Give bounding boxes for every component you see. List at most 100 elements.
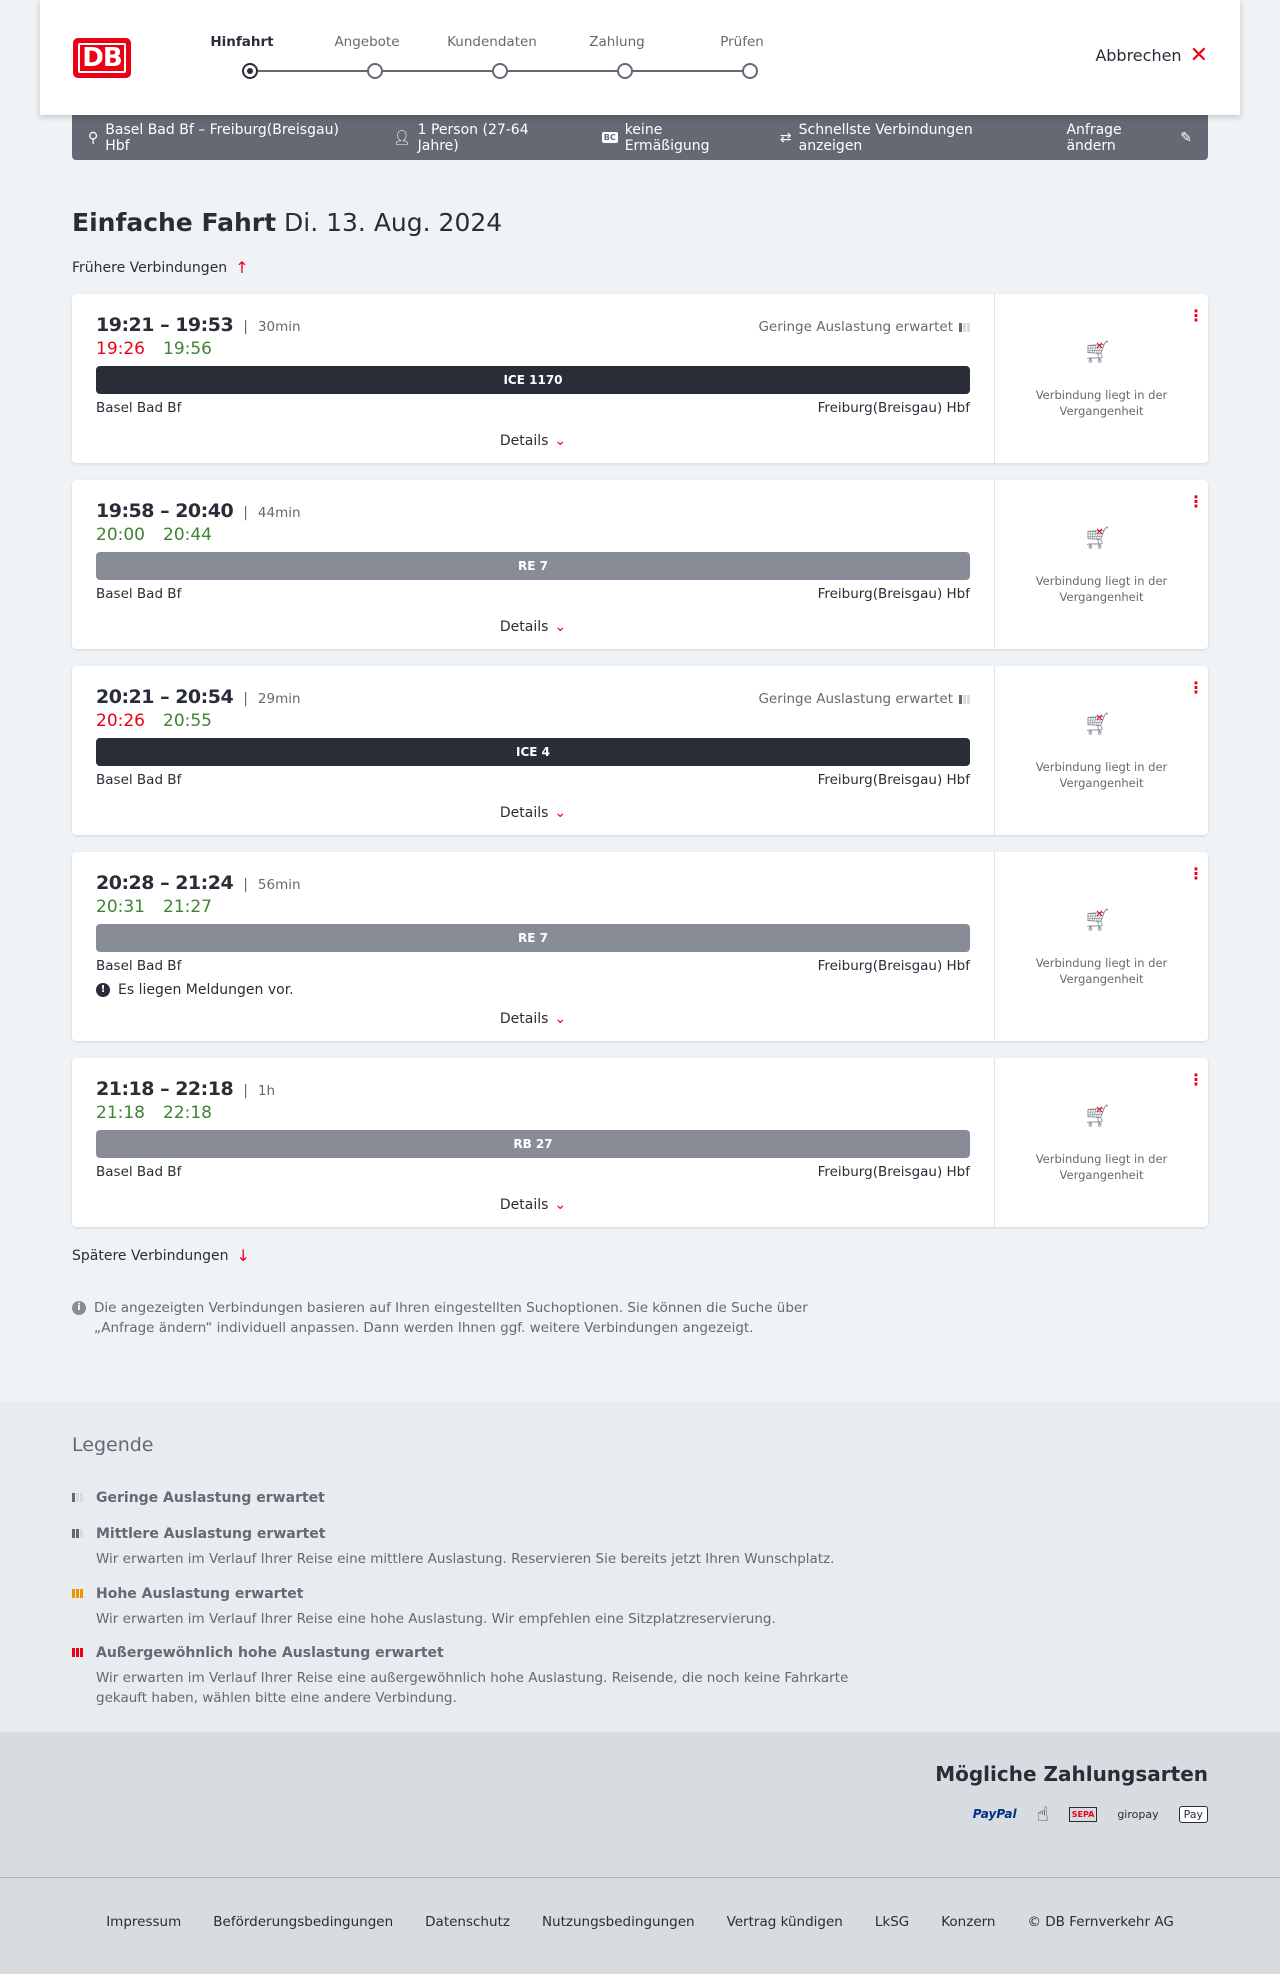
occupancy-indicator: Geringe Auslastung erwartet xyxy=(758,691,970,707)
paypal-logo: PayPal xyxy=(972,1807,1017,1821)
separator: | xyxy=(243,1083,248,1099)
realtime-arrival: 22:18 xyxy=(163,1103,212,1123)
booking-panel: ⋮ 🛒︎✕ Verbindung liegt in der Vergangenh… xyxy=(994,666,1208,835)
more-options-icon[interactable]: ⋮ xyxy=(1188,1070,1204,1089)
separator: | xyxy=(243,319,248,335)
duration: 30min xyxy=(257,319,301,335)
train-bar[interactable]: RB 27 xyxy=(96,1130,970,1158)
step-kundendaten: Kundendaten xyxy=(447,34,537,50)
copyright: © DB Fernverkehr AG xyxy=(1027,1914,1174,1930)
giropay-logo: giropay xyxy=(1117,1807,1159,1821)
footer-link-nutzungsbedingungen[interactable]: Nutzungsbedingungen xyxy=(541,1914,695,1930)
arrival-station: Freiburg(Breisgau) Hbf xyxy=(817,586,970,602)
departure-station: Basel Bad Bf xyxy=(96,400,182,416)
duration: 29min xyxy=(257,691,301,707)
realtime-arrival: 20:55 xyxy=(163,711,212,731)
details-toggle[interactable]: Details ⌄ xyxy=(72,1197,994,1213)
sepa-logo: SEPA xyxy=(1068,1806,1098,1822)
legend-item: Mittlere Auslastung erwartet Wir erwarten… xyxy=(72,1526,872,1569)
chevron-down-icon: ⌄ xyxy=(554,433,567,449)
details-toggle[interactable]: Details ⌄ xyxy=(72,805,994,821)
separator: | xyxy=(243,877,248,893)
legend-item-text: Wir erwarten im Verlauf Ihrer Reise eine… xyxy=(96,1670,849,1706)
departure-station: Basel Bad Bf xyxy=(96,772,182,788)
planned-times-row: 20:28 – 21:24 | 56min xyxy=(96,872,970,894)
disruption-message: ! Es liegen Meldungen vor. xyxy=(96,982,970,998)
info-icon: i xyxy=(72,1301,86,1315)
train-bar[interactable]: RE 7 xyxy=(96,924,970,952)
departure-station: Basel Bad Bf xyxy=(96,586,182,602)
connection-main: 20:21 – 20:54 | 29min Geringe Auslastung… xyxy=(72,666,994,835)
search-summary-bar: ⚲ Basel Bad Bf – Freiburg(Breisgau) Hbf 👤… xyxy=(72,115,1208,160)
details-toggle[interactable]: Details ⌄ xyxy=(72,619,994,635)
legend-title-text: Hohe Auslastung erwartet xyxy=(96,1586,304,1602)
realtime-departure: 21:18 xyxy=(96,1103,145,1123)
earlier-connections-link[interactable]: Frühere Verbindungen ↑ xyxy=(72,258,249,277)
footer-link-konzern[interactable]: Konzern xyxy=(941,1914,996,1930)
message-text: Es liegen Meldungen vor. xyxy=(118,982,294,998)
discount-text: keine Ermäßigung xyxy=(624,121,710,154)
legend-title: Legende xyxy=(72,1434,154,1456)
legend-section: Legende Geringe Auslastung erwartet Mittl… xyxy=(0,1402,1280,1732)
step-angebote: Angebote xyxy=(334,34,400,50)
details-label: Details xyxy=(499,1197,549,1213)
occupancy-indicator: Geringe Auslastung erwartet xyxy=(758,319,970,335)
realtime-departure: 20:00 xyxy=(96,525,145,545)
more-options-icon[interactable]: ⋮ xyxy=(1188,678,1204,697)
legend-title-text: Geringe Auslastung erwartet xyxy=(96,1490,325,1506)
more-options-icon[interactable]: ⋮ xyxy=(1188,492,1204,511)
realtime-row: 20:26 20:55 xyxy=(96,711,970,731)
passenger-info: 👤︎ 1 Person (27-64 Jahre) xyxy=(393,122,570,154)
footer-link-lksg[interactable]: LkSG xyxy=(874,1914,910,1930)
separator: | xyxy=(243,505,248,521)
edit-request-button[interactable]: Anfrage ändern ✎ xyxy=(1066,122,1192,154)
later-connections-link[interactable]: Spätere Verbindungen ↓ xyxy=(72,1246,250,1265)
details-toggle[interactable]: Details ⌄ xyxy=(72,1011,994,1027)
duration: 44min xyxy=(257,505,301,521)
planned-times-row: 19:58 – 20:40 | 44min xyxy=(96,500,970,522)
occupancy-level-1-icon xyxy=(72,1493,83,1502)
note-text: Die angezeigten Verbindungen basieren au… xyxy=(94,1300,808,1336)
connection-main: 21:18 – 22:18 | 1h 21:18 22:18 RB 27 Bas… xyxy=(72,1058,994,1227)
departure-station: Basel Bad Bf xyxy=(96,1164,182,1180)
location-pin-icon: ⚲ xyxy=(88,129,99,146)
details-label: Details xyxy=(499,619,549,635)
past-connection-text: Verbindung liegt in der Vergangenheit xyxy=(1035,759,1168,790)
realtime-arrival: 21:27 xyxy=(163,897,212,917)
pencil-icon: ✎ xyxy=(1180,129,1193,146)
train-bar[interactable]: RE 7 xyxy=(96,552,970,580)
legend-item-title: Geringe Auslastung erwartet xyxy=(72,1490,872,1506)
duration: 1h xyxy=(257,1083,276,1099)
chevron-down-icon: ⌄ xyxy=(554,805,567,821)
legend-item-title: Mittlere Auslastung erwartet xyxy=(72,1526,872,1542)
more-options-icon[interactable]: ⋮ xyxy=(1188,306,1204,325)
stations-row: Basel Bad Bf Freiburg(Breisgau) Hbf xyxy=(96,958,970,974)
details-label: Details xyxy=(499,805,549,821)
train-bar[interactable]: ICE 1170 xyxy=(96,366,970,394)
stations-row: Basel Bad Bf Freiburg(Breisgau) Hbf xyxy=(96,586,970,602)
train-bar[interactable]: ICE 4 xyxy=(96,738,970,766)
cancel-label: Abbrechen xyxy=(1095,46,1182,65)
db-logo[interactable]: DB xyxy=(73,38,131,78)
step-dot xyxy=(617,63,633,79)
later-label: Spätere Verbindungen xyxy=(72,1247,229,1264)
occupancy-low-icon xyxy=(959,694,970,704)
booking-panel: ⋮ 🛒︎✕ Verbindung liegt in der Vergangenh… xyxy=(994,852,1208,1041)
passenger-text: 1 Person (27-64 Jahre) xyxy=(417,121,529,154)
details-toggle[interactable]: Details ⌄ xyxy=(72,433,994,449)
more-options-icon[interactable]: ⋮ xyxy=(1188,864,1204,883)
planned-times: 21:18 – 22:18 xyxy=(96,1078,234,1100)
connection-card: 19:21 – 19:53 | 30min Geringe Auslastung… xyxy=(72,294,1208,463)
cancel-button[interactable]: Abbrechen ✕ xyxy=(1095,44,1208,66)
step-dot-active xyxy=(242,63,258,79)
footer-link-impressum[interactable]: Impressum xyxy=(106,1914,182,1930)
route-text: Basel Bad Bf – Freiburg(Breisgau) Hbf xyxy=(105,121,339,154)
footer-link-datenschutz[interactable]: Datenschutz xyxy=(425,1914,510,1930)
person-icon: 👤︎ xyxy=(392,129,411,146)
footer-link-befoerderungsbedingungen[interactable]: Beförderungsbedingungen xyxy=(213,1914,394,1930)
footer-link-vertrag-kuendigen[interactable]: Vertrag kündigen xyxy=(726,1914,843,1930)
planned-times: 19:21 – 19:53 xyxy=(96,314,234,336)
legend-title-text: Außergewöhnlich hohe Auslastung erwartet xyxy=(96,1645,444,1661)
payment-section: Mögliche Zahlungsarten PayPal ☝︎ SEPA gi… xyxy=(0,1732,1280,1877)
planned-times: 20:21 – 20:54 xyxy=(96,686,234,708)
